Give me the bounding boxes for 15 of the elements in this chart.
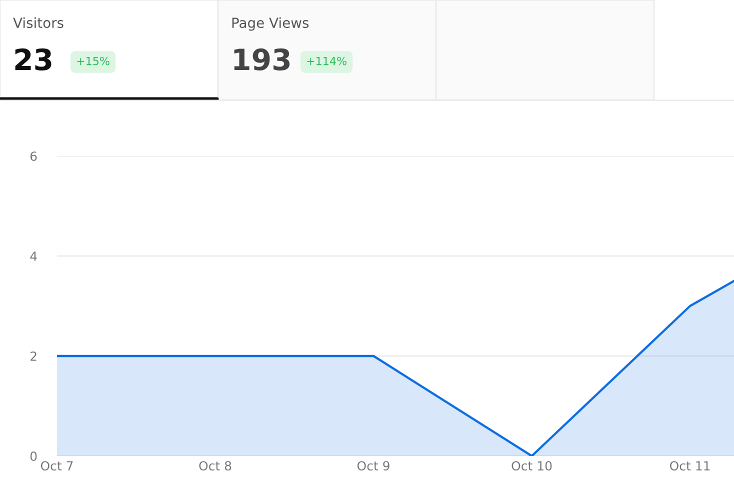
text: +114% — [307, 56, 346, 66]
text: 23 — [15, 48, 52, 70]
text: Visitors — [13, 17, 64, 28]
text: Page Views — [232, 17, 309, 31]
x-tick-label: Oct 8 — [199, 461, 232, 471]
y-tick-label: 2 — [30, 351, 36, 361]
text: 193 — [234, 48, 290, 70]
x-tick-label: Oct 11 — [670, 461, 710, 471]
y-tick-label: 0 — [30, 451, 37, 461]
text: +15% — [77, 56, 110, 66]
x-tick-label: Oct 7 — [40, 461, 73, 471]
x-tick-label: Oct 9 — [357, 461, 390, 471]
y-tick-label: 6 — [30, 151, 37, 161]
y-tick-label: 4 — [30, 252, 37, 261]
x-tick-label: Oct 10 — [512, 461, 552, 471]
